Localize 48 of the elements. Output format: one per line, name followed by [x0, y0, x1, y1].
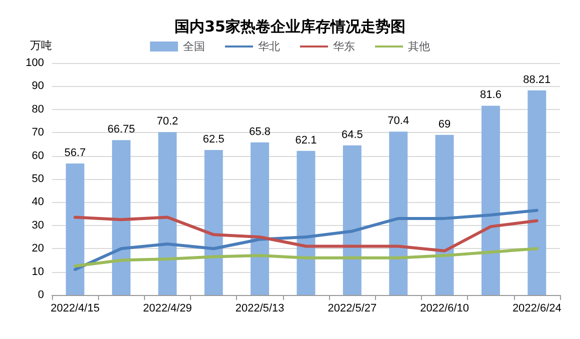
line-series: [74, 216, 538, 252]
data-label: 70.2: [156, 116, 178, 128]
y-tick-label: 50: [32, 173, 44, 185]
bar: [435, 134, 454, 295]
bar: [528, 90, 546, 295]
bar: [481, 106, 500, 295]
bar: [389, 132, 408, 295]
x-tick-label: 2022/6/24: [512, 302, 562, 314]
line-series: [74, 247, 538, 268]
data-label: 66.75: [108, 124, 136, 136]
data-label: 64.5: [341, 128, 363, 141]
chart-title: 国内35家热卷企业库存情况走势图: [174, 18, 406, 36]
legend-label: 其他: [408, 40, 430, 53]
x-tick-label: 2022/6/10: [420, 302, 470, 314]
y-tick-label: 0: [38, 289, 44, 301]
x-tick-label: 2022/5/27: [328, 302, 377, 314]
data-label: 69: [438, 118, 451, 130]
y-tick-label: 90: [32, 80, 44, 92]
bar: [296, 150, 316, 295]
bar: [250, 142, 270, 295]
legend-label: 华东: [333, 40, 355, 53]
y-tick-label: 60: [32, 150, 44, 162]
x-tick-label: 2022/4/29: [142, 302, 192, 314]
y-tick-label: 40: [32, 196, 44, 208]
data-label: 62.5: [202, 134, 224, 146]
y-tick-label: 80: [32, 103, 44, 116]
x-tick-label: 2022/4/15: [50, 302, 100, 314]
bar: [112, 140, 131, 295]
legend-label: 华北: [258, 40, 280, 53]
y-tick-label: 10: [32, 266, 44, 278]
x-tick-label: 2022/5/13: [235, 302, 284, 314]
bar: [204, 150, 223, 295]
bar: [158, 132, 177, 295]
y-tick-label: 100: [26, 57, 44, 69]
legend-label: 全国: [183, 40, 205, 53]
data-label: 62.1: [295, 134, 317, 146]
line-series: [74, 208, 538, 271]
data-label: 81.6: [480, 89, 502, 102]
data-label: 70.4: [388, 115, 410, 128]
data-label: 65.8: [249, 126, 271, 138]
bar: [66, 163, 84, 295]
data-label: 56.7: [64, 146, 86, 159]
y-tick-label: 20: [32, 242, 44, 255]
y-tick-label: 70: [32, 126, 44, 139]
data-label: 88.21: [523, 74, 551, 86]
bar: [342, 145, 362, 295]
y-tick-label: 30: [32, 219, 44, 232]
y-axis-title: 万吨: [30, 39, 52, 52]
